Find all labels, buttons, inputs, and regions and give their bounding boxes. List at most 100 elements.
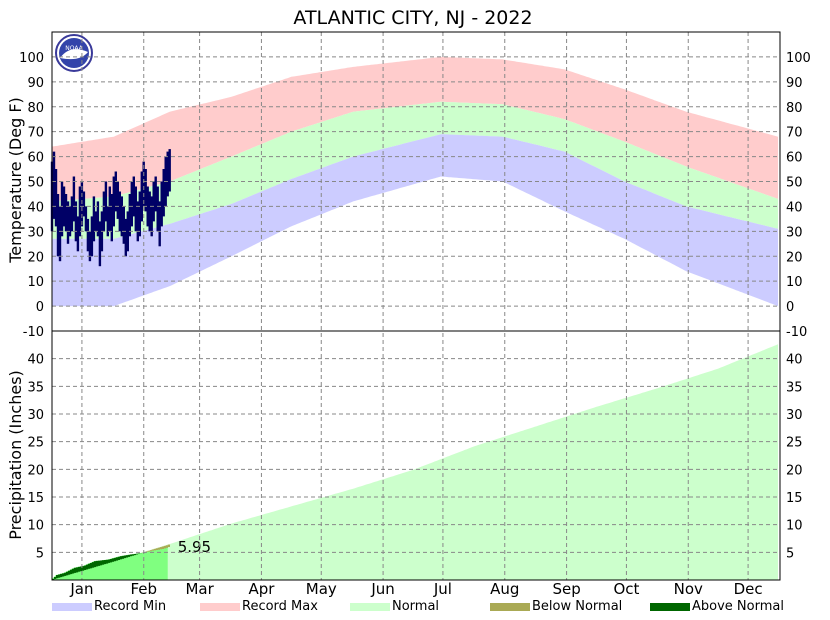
precip-tick-left: 30	[27, 408, 44, 423]
below-normal-precip	[149, 550, 152, 552]
month-label: Nov	[674, 580, 703, 598]
temp-tick-right: -10	[786, 325, 807, 340]
precip-tick-right: 20	[786, 463, 803, 478]
legend-swatch	[650, 603, 690, 611]
month-label: Apr	[248, 580, 275, 598]
above-normal-precip	[68, 570, 71, 575]
below-normal-precip	[151, 549, 154, 551]
temp-tick-left: 0	[36, 300, 44, 315]
above-normal-precip	[75, 567, 79, 573]
chart-title: ATLANTIC CITY, NJ - 2022	[293, 7, 532, 29]
legend-label: Above Normal	[692, 599, 784, 614]
above-normal-precip	[52, 578, 55, 580]
above-normal-precip	[62, 573, 65, 577]
above-normal-precip	[54, 577, 57, 579]
precip-tick-right: 5	[786, 546, 794, 561]
above-normal-precip	[107, 559, 111, 563]
temp-tick-right: 70	[786, 126, 803, 141]
above-normal-precip	[109, 559, 113, 563]
precip-tick-left: 40	[27, 353, 44, 368]
legend: Record Min Record Max Normal Below Normal Ab…	[52, 599, 784, 614]
precip-tick-left: 15	[27, 491, 44, 506]
month-label: Mar	[185, 580, 214, 598]
above-normal-precip	[83, 565, 87, 570]
below-normal-precip	[157, 547, 160, 550]
above-normal-precip	[93, 561, 97, 568]
above-normal-precip	[133, 554, 137, 556]
temp-tick-left: 70	[27, 126, 44, 141]
temp-tick-left: 100	[19, 51, 44, 66]
above-normal-precip	[97, 560, 101, 566]
above-normal-precip	[131, 554, 135, 556]
above-normal-precip	[127, 554, 131, 557]
precip-tick-left: 20	[27, 463, 44, 478]
above-normal-precip	[129, 554, 133, 557]
legend-label: Record Max	[242, 599, 318, 614]
precip-total-label: 5.95	[178, 538, 211, 556]
temp-tick-left: 60	[27, 151, 44, 166]
noaa-logo-text: NOAA	[65, 45, 83, 52]
month-label: Sep	[552, 580, 580, 598]
below-normal-precip	[165, 545, 168, 548]
precipitation-panel: 5.95	[52, 344, 778, 580]
precip-tick-right: 10	[786, 519, 803, 534]
above-normal-precip	[115, 557, 119, 561]
precip-tick-left: 10	[27, 519, 44, 534]
month-label: Jul	[433, 580, 452, 598]
below-normal-precip	[155, 548, 158, 550]
precip-tick-left: 5	[36, 546, 44, 561]
month-label: Oct	[613, 580, 639, 598]
month-label: Jun	[370, 580, 394, 598]
temp-tick-left: 30	[27, 225, 44, 240]
above-normal-precip	[123, 555, 127, 559]
below-normal-precip	[159, 547, 162, 550]
above-normal-precip	[111, 558, 115, 562]
precip-tick-right: 35	[786, 380, 803, 395]
temp-tick-right: 10	[786, 275, 803, 290]
above-normal-precip	[66, 571, 69, 576]
temp-tick-right: 40	[786, 200, 803, 215]
month-label: Jan	[69, 580, 93, 598]
temp-tick-left: 80	[27, 101, 44, 116]
legend-label: Normal	[392, 599, 439, 614]
noaa-logo: NOAA	[55, 34, 93, 72]
above-normal-precip	[64, 572, 67, 576]
above-normal-precip	[119, 556, 123, 560]
precip-tick-left: 35	[27, 380, 44, 395]
above-normal-precip	[81, 566, 85, 571]
month-label: Dec	[734, 580, 763, 598]
legend-swatch	[52, 603, 92, 611]
legend-swatch	[490, 603, 530, 611]
above-normal-precip	[73, 567, 77, 573]
temp-tick-left: 90	[27, 76, 44, 91]
normal-precip-area	[52, 344, 778, 580]
legend-label: Below Normal	[532, 599, 622, 614]
above-normal-precip	[77, 566, 81, 572]
above-normal-precip	[71, 568, 75, 574]
month-label: Feb	[130, 580, 157, 598]
temp-tick-left: 10	[27, 275, 44, 290]
above-normal-precip	[60, 573, 63, 578]
temperature-axis-label: Temperature (Deg F)	[6, 97, 25, 264]
legend-swatch	[350, 603, 390, 611]
above-normal-precip	[101, 560, 105, 565]
temp-tick-right: 100	[786, 51, 811, 66]
legend-swatch	[200, 603, 240, 611]
above-normal-precip	[121, 555, 125, 559]
below-normal-precip	[161, 546, 164, 549]
temp-tick-right: 60	[786, 151, 803, 166]
temp-tick-right: 80	[786, 101, 803, 116]
below-normal-precip	[167, 544, 170, 547]
above-normal-precip	[125, 555, 129, 558]
above-normal-precip	[103, 560, 107, 565]
month-label: Aug	[490, 580, 519, 598]
above-normal-precip	[56, 575, 59, 579]
above-normal-precip	[91, 562, 95, 568]
month-label: May	[306, 580, 337, 598]
above-normal-precip	[85, 564, 89, 570]
precip-tick-right: 25	[786, 436, 803, 451]
temp-tick-left: 20	[27, 250, 44, 265]
normal-band	[52, 101, 778, 239]
temp-tick-left: -10	[23, 325, 44, 340]
above-normal-precip	[99, 560, 103, 566]
